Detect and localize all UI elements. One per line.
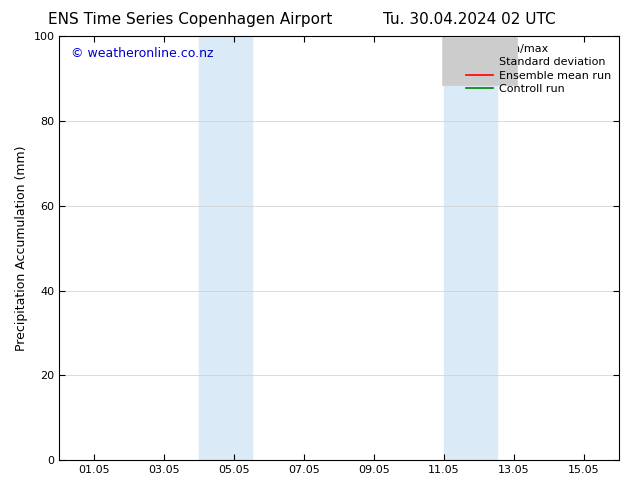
- Y-axis label: Precipitation Accumulation (mm): Precipitation Accumulation (mm): [15, 146, 28, 351]
- Bar: [199, 36, 252, 460]
- Text: Tu. 30.04.2024 02 UTC: Tu. 30.04.2024 02 UTC: [383, 12, 555, 27]
- Legend: min/max, Standard deviation, Ensemble mean run, Controll run: min/max, Standard deviation, Ensemble me…: [461, 40, 616, 98]
- Text: ENS Time Series Copenhagen Airport: ENS Time Series Copenhagen Airport: [48, 12, 332, 27]
- Bar: [444, 36, 496, 460]
- Text: © weatheronline.co.nz: © weatheronline.co.nz: [70, 47, 213, 60]
